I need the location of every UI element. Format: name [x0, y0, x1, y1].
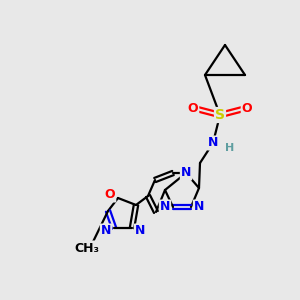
Text: N: N [194, 200, 204, 214]
Text: N: N [101, 224, 111, 238]
Text: O: O [105, 188, 115, 202]
Text: N: N [135, 224, 145, 238]
Text: N: N [181, 167, 191, 179]
Text: O: O [188, 101, 198, 115]
Text: H: H [225, 143, 235, 153]
Text: S: S [215, 108, 225, 122]
Text: N: N [208, 136, 218, 149]
Text: O: O [242, 101, 252, 115]
Text: N: N [160, 200, 170, 214]
Text: CH₃: CH₃ [74, 242, 100, 254]
